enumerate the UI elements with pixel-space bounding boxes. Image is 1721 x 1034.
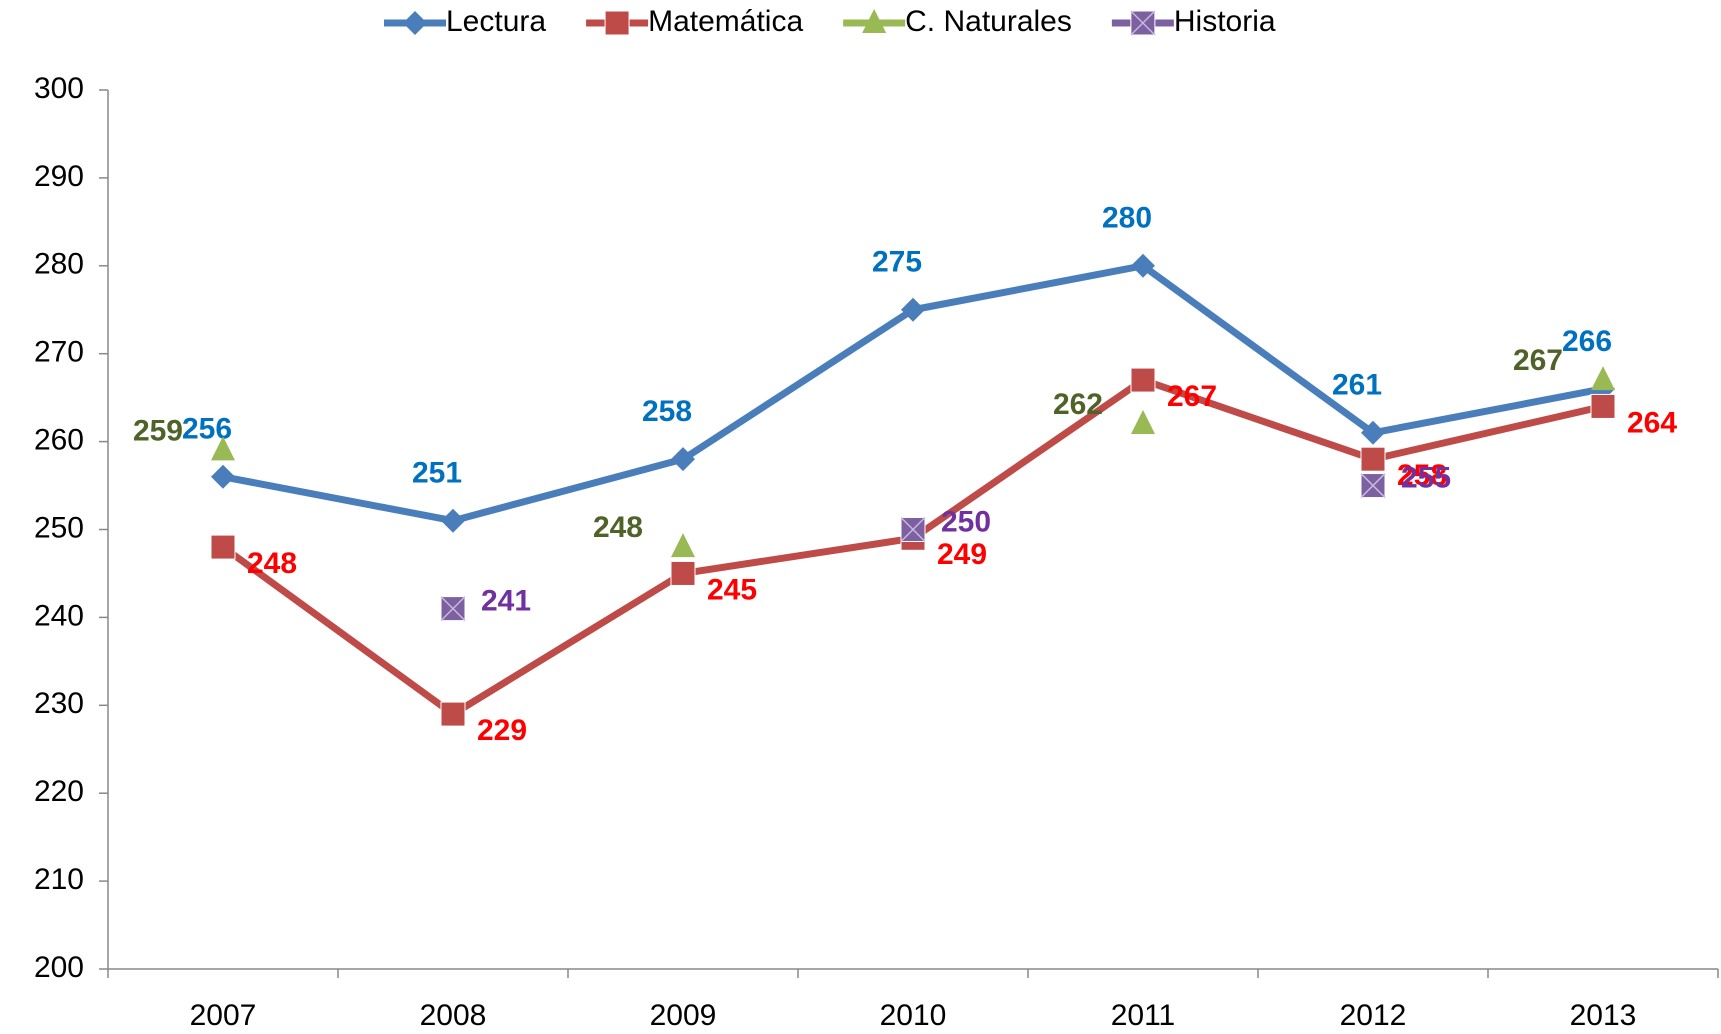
- legend-label: Historia: [1174, 5, 1276, 38]
- data-label: 248: [593, 511, 643, 544]
- y-tick-label: 260: [34, 424, 84, 457]
- data-point: [671, 533, 695, 558]
- data-label: 255: [1401, 461, 1451, 494]
- data-label: 250: [941, 505, 991, 538]
- legend-label: Matemática: [648, 5, 803, 38]
- legend-marker-cross: [1130, 10, 1156, 36]
- data-label: 264: [1627, 406, 1677, 439]
- data-label: 251: [412, 457, 462, 490]
- legend-label: Lectura: [446, 5, 546, 38]
- data-point-cross: [900, 516, 926, 543]
- data-label: 229: [477, 714, 527, 747]
- legend-item: Historia: [1111, 5, 1276, 38]
- legend-marker: [403, 11, 427, 35]
- data-label: 266: [1562, 325, 1612, 358]
- data-label: 248: [247, 547, 297, 580]
- data-label: 258: [642, 395, 692, 428]
- data-point: [210, 534, 236, 560]
- data-point: [1590, 393, 1616, 419]
- data-point: [211, 464, 235, 489]
- data-label: 261: [1332, 369, 1382, 402]
- data-point-body: [670, 560, 696, 586]
- data-label: 267: [1167, 380, 1217, 413]
- data-point-body: [440, 701, 466, 727]
- data-label: 245: [707, 573, 757, 606]
- x-tick-label: 2011: [1111, 999, 1176, 1032]
- data-label: 259: [133, 414, 183, 447]
- data-label: 258: [1397, 459, 1447, 492]
- data-point: [1361, 420, 1385, 445]
- x-tick-label: 2009: [650, 999, 717, 1032]
- x-tick-label: 2010: [880, 999, 947, 1032]
- data-label: 275: [872, 246, 922, 279]
- data-point: [1360, 446, 1386, 472]
- data-point: [1360, 473, 1386, 499]
- data-point-cross: [1360, 473, 1386, 499]
- data-label: 249: [937, 538, 987, 571]
- data-label: 262: [1053, 388, 1103, 421]
- x-tick-label: 2008: [420, 999, 487, 1032]
- legend-marker: [862, 9, 887, 33]
- data-point: [901, 297, 925, 322]
- y-tick-label: 210: [34, 863, 84, 896]
- data-label: 267: [1513, 344, 1563, 377]
- data-label: 241: [481, 585, 531, 618]
- y-tick-label: 300: [34, 72, 84, 105]
- data-point: [900, 516, 926, 543]
- data-point: [211, 436, 235, 461]
- y-tick-label: 250: [34, 511, 84, 544]
- x-tick-label: 2013: [1570, 999, 1637, 1032]
- data-point: [670, 560, 696, 586]
- y-tick-label: 290: [34, 160, 84, 193]
- legend-marker: [604, 10, 630, 36]
- data-point: [1591, 366, 1615, 391]
- y-tick-label: 270: [34, 336, 84, 369]
- y-tick-label: 200: [34, 951, 84, 984]
- y-tick-label: 230: [34, 687, 84, 720]
- x-tick-label: 2007: [190, 999, 257, 1032]
- data-point: [671, 447, 695, 472]
- y-tick-label: 240: [34, 599, 84, 632]
- x-tick-label: 2012: [1340, 999, 1407, 1032]
- data-point: [440, 596, 466, 622]
- legend-item: C. Naturales: [843, 5, 1072, 38]
- legend-item: Matemática: [586, 5, 803, 38]
- data-point-body: [1360, 446, 1386, 472]
- data-point: [1131, 410, 1155, 435]
- data-point-body: [1130, 367, 1156, 393]
- legend-item: Lectura: [384, 5, 546, 38]
- data-point: [440, 701, 466, 727]
- legend-label: C. Naturales: [905, 5, 1072, 38]
- data-point: [441, 508, 465, 533]
- legend-marker-body: [604, 10, 630, 36]
- data-point: [1130, 367, 1156, 393]
- legend-marker: [1130, 10, 1156, 36]
- data-point-body: [210, 534, 236, 560]
- data-label: 280: [1102, 202, 1152, 235]
- data-point-cross: [440, 596, 466, 622]
- y-tick-label: 220: [34, 775, 84, 808]
- y-tick-label: 280: [34, 248, 84, 281]
- data-point-body: [1590, 393, 1616, 419]
- data-point: [1131, 253, 1155, 278]
